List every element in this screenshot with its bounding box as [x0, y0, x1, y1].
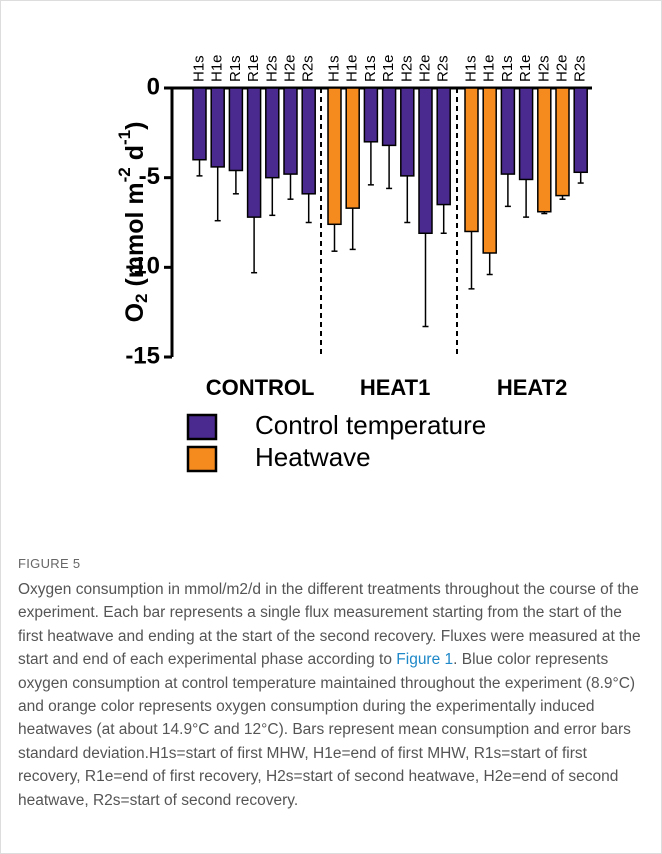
category-label: H1e	[481, 54, 498, 82]
bar	[400, 87, 415, 177]
bar	[518, 87, 534, 181]
category-label: R2s	[435, 55, 452, 82]
group-label: CONTROL	[206, 375, 315, 400]
category-label: H2e	[553, 54, 570, 82]
bar	[363, 87, 379, 143]
bar	[537, 87, 552, 213]
category-label: H1s	[325, 55, 342, 82]
category-label: H1s	[190, 55, 207, 82]
category-label: H1e	[209, 54, 226, 82]
category-label: R2s	[300, 55, 317, 82]
y-axis-label-part: )	[121, 122, 149, 130]
category-label: R1s	[227, 55, 244, 82]
category-label: R2s	[572, 55, 589, 82]
group-label: HEAT2	[497, 375, 568, 400]
bar	[327, 87, 342, 226]
category-label: H2s	[398, 55, 415, 82]
bar	[345, 87, 360, 209]
category-label: H2s	[263, 55, 280, 82]
bar	[500, 87, 516, 175]
bar	[228, 87, 244, 172]
bar	[381, 87, 397, 147]
y-axis-label-part: -2	[115, 167, 134, 182]
bar	[573, 87, 588, 174]
y-tick-label: -5	[139, 163, 160, 190]
category-label: H2s	[535, 55, 552, 82]
bar	[301, 87, 316, 195]
figure-caption: Oxygen consumption in mmol/m2/d in the d…	[18, 578, 650, 812]
legend-swatch	[186, 413, 218, 441]
y-axis-label-part: 2	[132, 294, 151, 303]
y-axis-label-part: (mmol m	[121, 182, 149, 293]
category-label: R1s	[499, 55, 516, 82]
bar	[418, 87, 433, 235]
bar	[555, 87, 570, 197]
y-axis-label-part: O	[121, 303, 149, 322]
bar	[283, 87, 298, 175]
figure-label: FIGURE 5	[18, 556, 81, 571]
y-axis-label: O2 (mmol m-2 d-1)	[115, 122, 151, 323]
caption-text: . Blue color represents oxygen consumpti…	[18, 651, 636, 809]
y-tick-label: -15	[125, 342, 160, 369]
bar	[210, 87, 225, 168]
bar	[464, 87, 479, 233]
caption-link[interactable]: Figure 1	[396, 651, 454, 669]
bar	[482, 87, 497, 254]
category-label: H1s	[462, 55, 479, 82]
bar	[246, 87, 262, 218]
legend-swatch	[186, 445, 218, 473]
legend-label: Heatwave	[255, 442, 371, 472]
category-label: R1s	[362, 55, 379, 82]
bar	[265, 87, 280, 179]
category-label: H2e	[416, 54, 433, 82]
caption-text: Oxygen consumption in mmol/m2/d in the d…	[18, 581, 641, 669]
category-label: H1e	[344, 54, 361, 82]
category-label: R1e	[517, 54, 534, 82]
legend-label: Control temperature	[255, 410, 486, 440]
y-axis-label-part: d	[121, 145, 149, 167]
y-tick-label: -10	[125, 253, 160, 280]
y-tick-label: 0	[147, 73, 160, 100]
category-label: R1e	[245, 54, 262, 82]
bar	[192, 87, 207, 161]
category-label: H2e	[281, 54, 298, 82]
y-axis-label-part: -1	[115, 130, 134, 145]
group-label: HEAT1	[360, 375, 431, 400]
category-label: R1e	[380, 54, 397, 82]
bar	[436, 87, 451, 206]
